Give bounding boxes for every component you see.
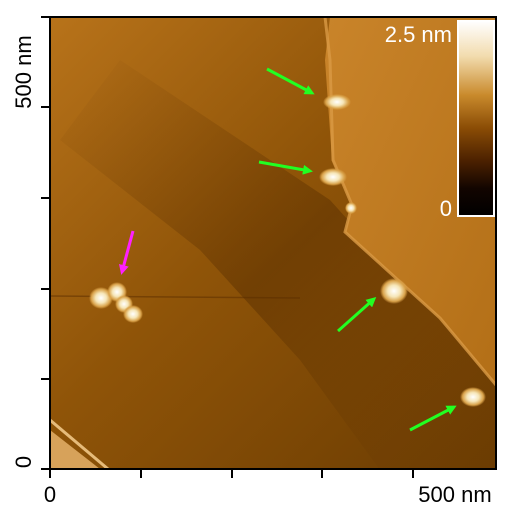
green-arrow-1 <box>266 67 315 95</box>
x-axis-label-start: 0 <box>44 482 56 507</box>
feature-5 <box>460 387 486 407</box>
green-arrow-2 <box>258 160 313 175</box>
magenta-arrow <box>118 230 135 275</box>
annotation-arrows <box>118 67 457 432</box>
corner-edge <box>50 418 109 469</box>
cluster-feature <box>89 282 143 323</box>
green-arrow-4 <box>409 405 457 432</box>
corner-terrace <box>50 430 100 469</box>
colorbar-min-label: 0 <box>440 196 452 221</box>
colorbar-scale <box>457 20 495 217</box>
image-frame <box>49 16 497 470</box>
colorbar: 2.5 nm 0 <box>385 20 495 221</box>
axes <box>41 16 414 478</box>
feature-4 <box>380 278 408 304</box>
colorbar-max-label: 2.5 nm <box>385 22 452 47</box>
x-axis-label-end: 500 nm <box>418 482 491 507</box>
feature-3 <box>345 202 357 214</box>
feature-1 <box>323 94 351 110</box>
micrograph-image <box>50 17 496 469</box>
y-axis-label-end: 500 nm <box>11 35 36 108</box>
green-arrow-3 <box>337 297 377 333</box>
dark-valley <box>60 60 496 469</box>
feature-2 <box>319 168 347 186</box>
upper-terrace <box>325 17 496 385</box>
y-axis-label-start: 0 <box>11 456 36 468</box>
